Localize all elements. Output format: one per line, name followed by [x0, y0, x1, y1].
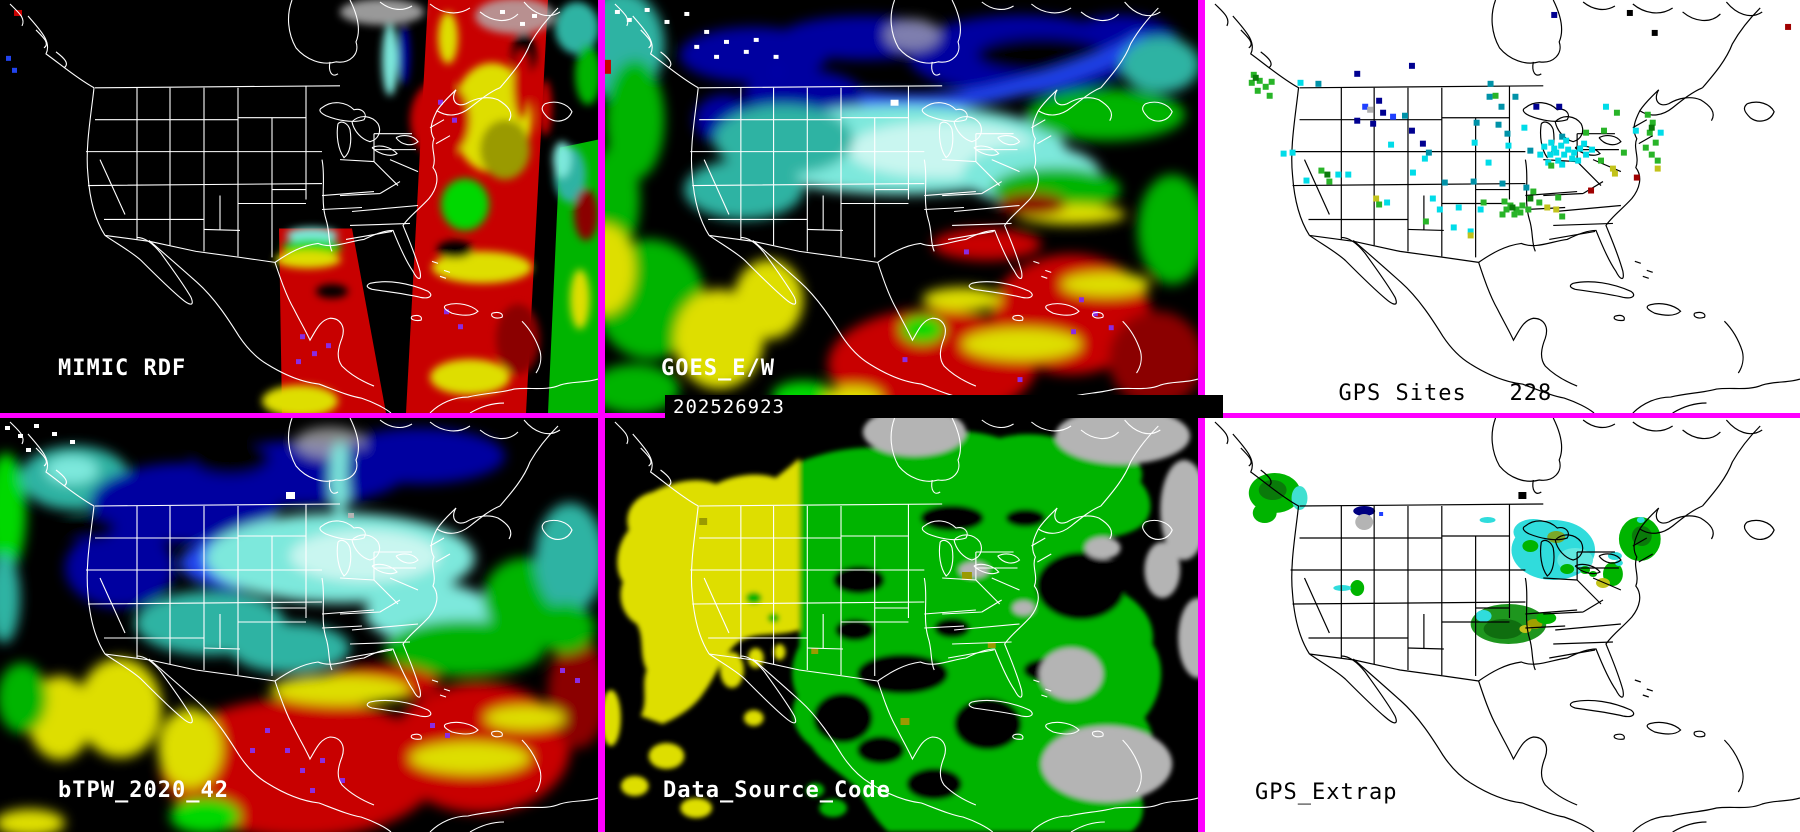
basemap-outlines	[9, 418, 598, 832]
btpw-map	[0, 418, 598, 832]
gps-sites-label: GPS Sites	[1338, 381, 1467, 406]
panel-mimic-rdf: MIMIC RDF	[0, 0, 598, 413]
panel-label-mimic-rdf: MIMIC RDF	[58, 356, 187, 381]
basemap-outlines	[1214, 418, 1800, 832]
timestamp-bar: 202526923	[665, 395, 1223, 418]
panel-label-gps-extrap: GPS_Extrap	[1255, 780, 1398, 805]
panel-gps-sites: GPS Sites 228	[1205, 0, 1800, 413]
panel-gps-extrap: GPS_Extrap	[1205, 418, 1800, 832]
goes-field	[605, 0, 1198, 413]
panel-data-source-code: Data_Source_Code	[605, 418, 1198, 832]
data-source-regions	[605, 418, 1198, 832]
gps-sites-gap	[1467, 381, 1510, 406]
mimic-swaths	[279, 0, 598, 413]
goes-specks	[605, 7, 1114, 383]
data-source-map	[605, 418, 1198, 832]
mimic-specks	[6, 9, 537, 365]
gps-sites-dots	[1248, 9, 1792, 239]
panel-btpw: bTPW_2020_42	[0, 418, 598, 832]
btpw-field	[0, 427, 598, 832]
panel-label-gps-sites: GPS Sites 228	[1253, 356, 1552, 413]
gps-extrap-patches	[1248, 473, 1661, 644]
panel-goes-ew: GOES_E/W	[605, 0, 1198, 413]
panel-label-btpw: bTPW_2020_42	[58, 778, 229, 803]
gps-sites-map	[1214, 0, 1800, 413]
panel-label-goes-ew: GOES_E/W	[661, 356, 775, 381]
panel-label-data-source-code: Data_Source_Code	[663, 778, 891, 803]
btpw-specks	[5, 424, 580, 793]
mimic-rdf-map	[6, 0, 598, 413]
vertical-divider-left	[598, 0, 605, 832]
data-source-specks	[699, 518, 996, 725]
basemap-outlines	[614, 418, 1198, 832]
gps-extrap-map	[1214, 418, 1800, 832]
mimic-detail	[262, 0, 598, 413]
goes-ew-map	[605, 0, 1198, 413]
gps-sites-count: 228	[1509, 381, 1553, 406]
basemap-outlines	[9, 0, 598, 413]
timestamp-text: 202526923	[673, 396, 785, 418]
